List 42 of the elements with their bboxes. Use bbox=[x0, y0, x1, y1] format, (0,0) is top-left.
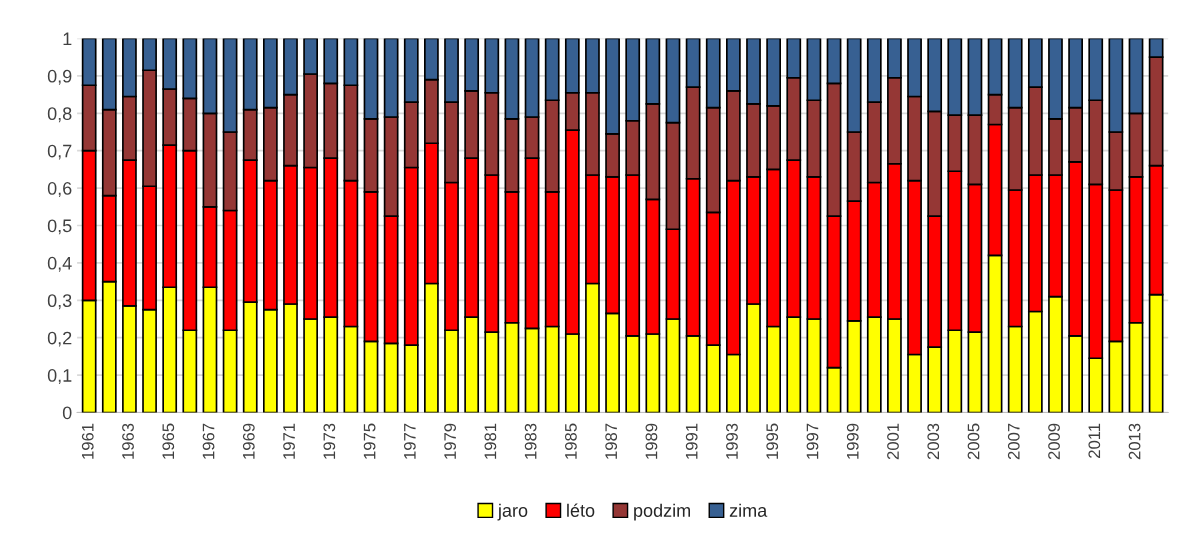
y-tick-label: 0,3 bbox=[47, 294, 72, 310]
y-tick-label: 1 bbox=[63, 32, 72, 46]
x-tick-label: 2001 bbox=[887, 423, 899, 460]
x-tick-label: 1975 bbox=[363, 423, 376, 459]
x-tick-label: 1991 bbox=[685, 423, 698, 459]
x-tick-label: 1963 bbox=[122, 423, 134, 459]
x-tick-label: 1969 bbox=[242, 423, 255, 459]
y-tick-label: 0,2 bbox=[47, 331, 72, 347]
x-tick-label: 1995 bbox=[766, 423, 779, 459]
x-tick-label: 1985 bbox=[564, 423, 577, 459]
legend-label: zima bbox=[729, 503, 768, 517]
x-tick-label: 2013 bbox=[1128, 423, 1141, 460]
y-tick-label: 0,8 bbox=[47, 107, 72, 123]
x-tick-label: 1967 bbox=[202, 423, 215, 459]
legend-label: jaro bbox=[497, 503, 528, 521]
y-tick-label: 0,9 bbox=[47, 69, 72, 85]
x-tick-label: 1997 bbox=[806, 423, 819, 459]
x-tick-label: 1999 bbox=[846, 423, 859, 459]
x-tick-label: 2005 bbox=[967, 423, 980, 460]
y-tick-label: 0,6 bbox=[47, 182, 72, 197]
y-tick-label: 0,7 bbox=[47, 144, 72, 160]
y-tick-label: 0,5 bbox=[47, 219, 72, 235]
x-tick-label: 1977 bbox=[403, 423, 416, 459]
y-tick-label: 0 bbox=[62, 406, 72, 420]
x-tick-label: 1987 bbox=[605, 423, 618, 459]
x-tick-label: 2003 bbox=[927, 423, 940, 460]
x-tick-label: 1983 bbox=[524, 423, 537, 459]
y-tick-label: 0,4 bbox=[47, 256, 72, 272]
x-tick-label: 1989 bbox=[645, 423, 658, 459]
x-tick-label: 1965 bbox=[162, 423, 175, 459]
x-tick-label: 1961 bbox=[81, 423, 94, 459]
x-tick-label: 1993 bbox=[726, 423, 738, 459]
x-tick-label: 1979 bbox=[444, 423, 457, 459]
x-tick-label: 2007 bbox=[1007, 423, 1020, 460]
legend-label: léto bbox=[567, 503, 595, 517]
x-tick-label: 2009 bbox=[1048, 423, 1060, 460]
x-tick-label: 1981 bbox=[484, 423, 497, 459]
y-tick-label: 0,1 bbox=[47, 369, 72, 384]
x-tick-label: 1971 bbox=[283, 423, 295, 459]
x-tick-label: 2011 bbox=[1088, 423, 1101, 458]
x-tick-label: 1973 bbox=[323, 423, 336, 459]
legend-label: podzim bbox=[634, 503, 690, 521]
